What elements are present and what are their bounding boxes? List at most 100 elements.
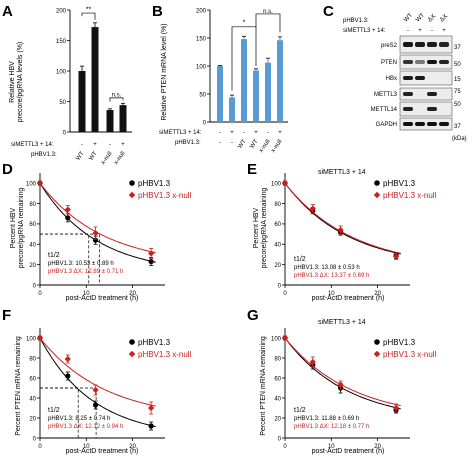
panel-d-y-tick-label: 20 <box>29 263 36 269</box>
panel-a-plasmid-label: x-null <box>113 151 126 166</box>
blot-strip-mettl3 <box>399 87 453 101</box>
panel-g-letter: G <box>247 307 259 324</box>
panel-d-y-tick-label: 60 <box>29 222 36 228</box>
panel-e-y-tick-label: 100 <box>271 181 282 187</box>
panel-f-line-chart: 0 20 40 60 80 100 0 10 20 pHBV1.3 pHBV1.3 x-null <box>26 328 192 450</box>
panel-a-y-tick-label: 0 <box>63 130 67 136</box>
panel-b-plasmid-label: x-null <box>270 139 283 154</box>
legend-marker-wt <box>374 339 380 345</box>
panel-f-x-tick-label: 20 <box>129 444 136 450</box>
mw-marker: 75 <box>454 89 461 95</box>
panel-d-x-tick-label: 0 <box>38 291 42 297</box>
panel-b: B Relative PTEN mRNA level (%) 0 50 100 150… <box>152 3 288 154</box>
panel-f-y-tick-label: 20 <box>29 416 36 422</box>
panel-b-plasmid-label: x-null <box>258 139 271 154</box>
panel-f-y-tick-label: 40 <box>29 396 36 402</box>
bar <box>119 105 127 132</box>
panel-c-letter: C <box>323 3 334 20</box>
panel-b-y-tick-label: 100 <box>196 64 207 70</box>
panel-b-plasmid-label: - <box>231 140 233 146</box>
panel-g: G siMETTL3 + 14 Percent PTEN mRNA remain… <box>247 307 437 455</box>
panel-g-y-tick-label: 80 <box>274 356 281 362</box>
panel-f: F Percent PTEN mRNA remaining 0 20 40 60 80 1… <box>2 307 192 455</box>
panel-g-y-tick-label: 100 <box>271 336 282 342</box>
panel-d-ylabel-2: precore/pgRNA remaining <box>18 188 25 269</box>
data-point-xnull <box>64 355 71 363</box>
panel-c-sign: - <box>407 28 409 34</box>
blot-strip-pres2 <box>399 35 453 54</box>
panel-e-thalf-xnull: pHBV1.3 ΔX: 13.37 ± 0.69 h <box>294 273 369 279</box>
data-point-xnull <box>92 386 99 394</box>
panel-g-y-tick-label: 0 <box>278 436 282 442</box>
legend-marker-wt <box>129 180 135 186</box>
panel-b-ylabel: Relative PTEN mRNA level (%) <box>161 23 168 120</box>
fit-curve-wt <box>284 337 401 410</box>
panel-f-thalf-wt: pHBV1.3: 8.25 ± 0.74 h <box>48 416 110 422</box>
panel-e-x-tick-label: 20 <box>374 291 381 297</box>
band-label: PTEN <box>381 60 397 66</box>
panel-b-y-tick-label: 0 <box>203 120 207 126</box>
legend-marker-wt <box>129 339 135 345</box>
legend-label-xnull: pHBV1.3 x-null <box>138 350 192 359</box>
legend-marker-xnull <box>128 191 136 199</box>
data-point-wt <box>148 258 154 265</box>
panel-e-xlabel: post-ActD treatment (h) <box>312 295 385 302</box>
half-life-guide <box>40 233 90 285</box>
kda-label: (kDa) <box>452 136 467 142</box>
panel-e: E siMETTL3 + 14 Percent HBV precore/pgRN… <box>247 161 437 302</box>
data-point-wt <box>65 215 71 221</box>
panel-e-y-tick-label: 0 <box>278 283 282 289</box>
panel-a-y-tick-label: 100 <box>56 69 67 75</box>
data-point-xnull <box>337 226 344 234</box>
data-point-wt <box>65 373 71 379</box>
panel-f-x-tick-label: 10 <box>83 444 90 450</box>
data-point-xnull <box>64 206 71 213</box>
legend-marker-wt <box>374 180 380 186</box>
mw-marker: 37 <box>454 124 461 130</box>
panel-a-letter: A <box>2 3 13 20</box>
panel-c-row2-label: siMETTL3 + 14: <box>343 28 386 34</box>
panel-a-sign: + <box>121 142 125 148</box>
legend-label-xnull: pHBV1.3 x-null <box>383 350 437 359</box>
panel-c-lane-label: WT <box>415 12 426 23</box>
panel-b-sign: + <box>230 130 234 136</box>
panel-g-ylabel: Percent PTEN mRNA remaining <box>260 336 267 436</box>
data-point-xnull <box>281 334 289 342</box>
panel-a-row1-label: siMETTL3 + 14: <box>11 142 54 148</box>
panel-d-thalf-label: t1/2 <box>48 252 60 259</box>
sig-label: ** <box>86 6 92 13</box>
panel-f-thalf-xnull: pHBV1.3 ΔX: 12.12 ± 0.94 h <box>48 424 123 430</box>
sig-bracket <box>81 12 96 20</box>
panel-b-y-tick-label: 150 <box>196 36 207 42</box>
panel-c: C pHBV1.3: siMETTL3 + 14: WT WT ΔX ΔX - … <box>323 3 467 142</box>
panel-d-xlabel: post-ActD treatment (h) <box>66 295 139 302</box>
blot-strip-mettl14 <box>399 101 453 117</box>
panel-d-y-tick-label: 40 <box>29 243 36 249</box>
panel-f-xlabel: post-ActD treatment (h) <box>66 448 139 455</box>
data-point-xnull <box>392 404 400 412</box>
panel-f-letter: F <box>2 307 11 324</box>
fit-curve-xnull <box>39 337 156 407</box>
sig-label: * <box>243 20 246 27</box>
panel-c-sign: + <box>442 28 446 34</box>
bar <box>78 71 86 132</box>
panel-g-thalf-xnull: pHBV1.3 ΔX: 12.18 ± 0.77 h <box>294 424 369 430</box>
band-label: HBx <box>386 76 397 82</box>
panel-b-sign: - <box>267 130 269 136</box>
panel-a-row2-label: pHBV1.3: <box>31 152 57 158</box>
panel-a-y-tick-label: 150 <box>56 39 67 45</box>
bar <box>217 66 223 122</box>
blot-strip-pten <box>399 54 453 70</box>
mw-marker: 37 <box>454 45 461 51</box>
panel-b-letter: B <box>152 3 163 20</box>
data-point-xnull <box>309 358 316 366</box>
band-label: preS2 <box>381 43 398 49</box>
panel-b-sign: - <box>243 130 245 136</box>
panel-a-ylabel-2: precore/pgRNA levels (%) <box>17 42 24 123</box>
panel-d-y-tick-label: 0 <box>33 283 37 289</box>
panel-e-y-tick-label: 60 <box>274 222 281 228</box>
panel-g-x-tick-label: 10 <box>328 444 335 450</box>
panel-g-thalf-wt: pHBV1.3: 11.88 ± 0.69 h <box>294 416 359 422</box>
panel-a: A Relative HBV precore/pgRNA levels (%) … <box>2 3 132 166</box>
